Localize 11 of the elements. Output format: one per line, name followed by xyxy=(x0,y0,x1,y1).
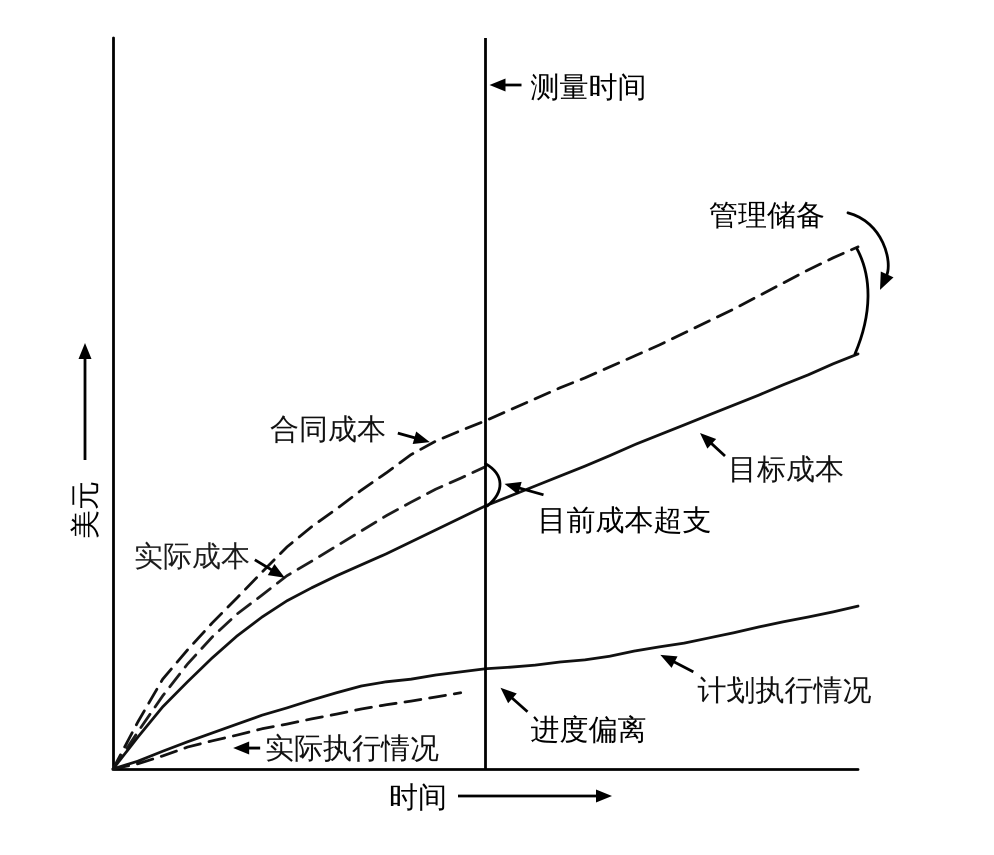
text: 测量时间 xyxy=(530,70,646,104)
series-label: 计划执行情况 xyxy=(697,672,872,707)
series-label: 实际执行情况 xyxy=(265,731,440,766)
annotation: 目前成本超支 xyxy=(538,502,712,537)
series-label: 目标成本 xyxy=(728,452,844,486)
series-label: 合同成本 xyxy=(270,412,386,446)
annotation: 进度偏离 xyxy=(530,712,646,747)
x-axis-title: 时间 xyxy=(389,780,447,814)
series-label: 实际成本 xyxy=(134,538,250,573)
y-axis-title: 美元 xyxy=(68,481,102,539)
text: 管理储备 xyxy=(709,198,825,232)
